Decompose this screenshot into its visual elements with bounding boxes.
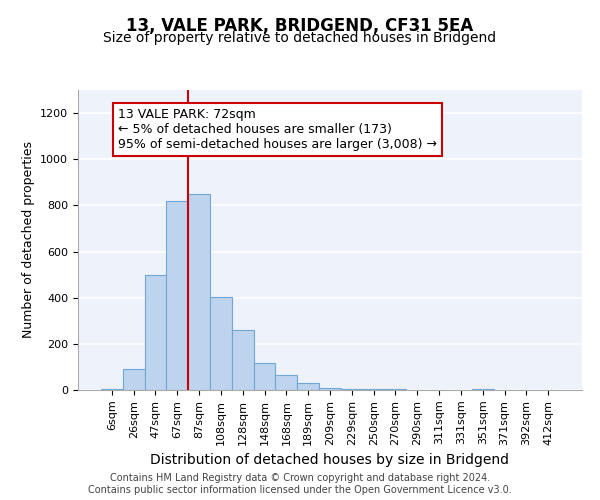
Bar: [385, 389, 406, 390]
Bar: [210, 296, 232, 390]
Bar: [166, 201, 188, 390]
Bar: [472, 389, 494, 390]
Bar: [188, 194, 210, 390]
Bar: [319, 388, 341, 390]
Bar: [254, 364, 275, 390]
Bar: [101, 389, 123, 390]
Bar: [297, 383, 319, 390]
Bar: [363, 389, 385, 390]
Bar: [232, 330, 254, 390]
Text: 13, VALE PARK, BRIDGEND, CF31 5EA: 13, VALE PARK, BRIDGEND, CF31 5EA: [127, 18, 473, 36]
X-axis label: Distribution of detached houses by size in Bridgend: Distribution of detached houses by size …: [151, 453, 509, 467]
Text: Contains HM Land Registry data © Crown copyright and database right 2024.
Contai: Contains HM Land Registry data © Crown c…: [88, 474, 512, 495]
Bar: [275, 375, 297, 390]
Bar: [145, 274, 166, 390]
Text: Size of property relative to detached houses in Bridgend: Size of property relative to detached ho…: [103, 31, 497, 45]
Bar: [341, 389, 363, 390]
Bar: [123, 369, 145, 390]
Text: 13 VALE PARK: 72sqm
← 5% of detached houses are smaller (173)
95% of semi-detach: 13 VALE PARK: 72sqm ← 5% of detached hou…: [118, 108, 437, 152]
Y-axis label: Number of detached properties: Number of detached properties: [22, 142, 35, 338]
